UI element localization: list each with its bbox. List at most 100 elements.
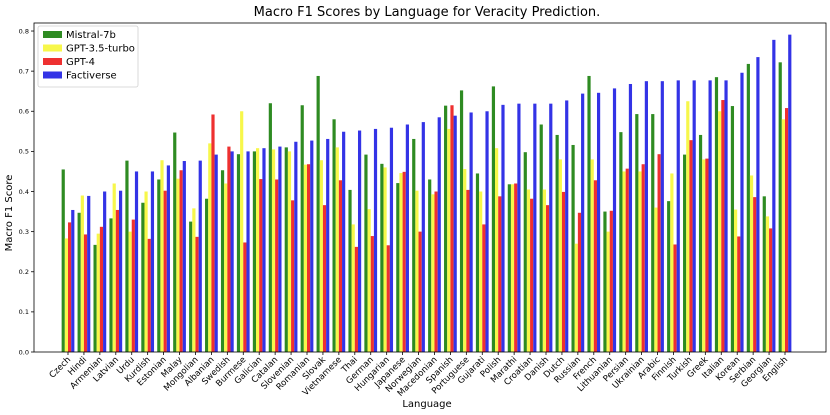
bar-gpt-3-5-turbo-slovak <box>319 160 323 352</box>
bar-gpt-3-5-turbo-polish <box>495 148 499 352</box>
bar-factiverse-romanian <box>310 140 314 352</box>
bar-gpt-4-lithuanian <box>609 210 613 352</box>
bar-gpt-3-5-turbo-marathi <box>510 184 515 352</box>
bar-gpt-3-5-turbo-czech <box>64 238 68 352</box>
bar-gpt-4-vietnamese <box>338 180 343 352</box>
bar-gpt-3-5-turbo-romanian <box>303 164 307 352</box>
bar-mistral-7b-slovak <box>316 75 320 353</box>
bar-gpt-3-5-turbo-slovenian <box>287 151 292 352</box>
bar-gpt-3-5-turbo-greek <box>702 159 706 352</box>
bar-gpt-3-5-turbo-kurdish <box>144 191 148 352</box>
bar-gpt-4-turkish <box>689 140 693 352</box>
bar-factiverse-polish <box>501 104 505 352</box>
bar-gpt-3-5-turbo-mongolian <box>192 208 196 352</box>
bar-gpt-4-marathi <box>514 183 518 352</box>
bar-gpt-4-czech <box>68 222 72 352</box>
bar-gpt-3-5-turbo-ukrainian <box>638 171 642 352</box>
bar-mistral-7b-gujarati <box>475 173 480 352</box>
bar-gpt-4-albanian <box>211 114 215 352</box>
y-axis-title: Macro F1 Score <box>4 175 15 252</box>
bar-factiverse-ukrainian <box>644 81 648 353</box>
bar-mistral-7b-georgian <box>762 196 766 352</box>
y-tick-label: 0.0 <box>19 348 29 356</box>
bar-mistral-7b-czech <box>61 169 65 352</box>
bar-factiverse-slovenian <box>294 141 298 352</box>
bars-layer <box>61 34 792 353</box>
bar-gpt-3-5-turbo-turkish <box>686 101 690 353</box>
chart-title: Macro F1 Scores by Language for Veracity… <box>254 5 601 20</box>
bar-mistral-7b-macedonian <box>428 179 432 352</box>
bar-mistral-7b-estonian <box>157 179 161 352</box>
bar-factiverse-slovak <box>326 138 330 352</box>
bar-gpt-3-5-turbo-malay <box>176 178 180 352</box>
bar-mistral-7b-dutch <box>555 134 559 352</box>
bar-mistral-7b-persian <box>619 132 623 352</box>
bar-gpt-4-thai <box>354 246 358 352</box>
bar-mistral-7b-finnish <box>667 201 671 352</box>
bar-gpt-4-french <box>593 180 597 352</box>
bar-factiverse-norwegian <box>421 122 425 352</box>
bar-mistral-7b-hindi <box>77 212 81 352</box>
y-tick-label: 0.3 <box>19 228 29 236</box>
bar-gpt-3-5-turbo-hindi <box>80 195 84 352</box>
bar-mistral-7b-croatian <box>523 152 527 352</box>
bar-gpt-4-slovenian <box>291 200 295 352</box>
bar-mistral-7b-latvian <box>109 218 113 352</box>
bar-gpt-4-burmese <box>243 242 247 352</box>
bar-factiverse-kurdish <box>150 171 155 352</box>
bar-mistral-7b-mongolian <box>189 221 193 352</box>
legend-label-factiverse: Factiverse <box>66 71 117 82</box>
bar-gpt-4-armenian <box>99 226 104 352</box>
bar-gpt-3-5-turbo-macedonian <box>431 194 435 352</box>
x-axis-title: Language <box>402 399 451 410</box>
bar-gpt-4-galician <box>259 179 263 352</box>
bar-factiverse-german <box>373 128 378 352</box>
bar-gpt-4-georgian <box>769 228 773 352</box>
bar-mistral-7b-french <box>587 75 591 353</box>
legend-swatch-gpt-4 <box>43 58 62 65</box>
bar-gpt-3-5-turbo-galician <box>256 148 260 352</box>
bar-factiverse-thai <box>357 130 362 352</box>
bar-mistral-7b-arabic <box>651 114 655 352</box>
bar-gpt-3-5-turbo-german <box>367 209 371 352</box>
bar-gpt-4-german <box>370 236 374 352</box>
bar-gpt-4-urdu <box>131 219 135 352</box>
bar-mistral-7b-armenian <box>93 244 97 352</box>
bar-gpt-3-5-turbo-persian <box>622 171 626 352</box>
bar-factiverse-georgian <box>772 39 776 352</box>
bar-factiverse-danish <box>549 103 553 353</box>
bar-gpt-3-5-turbo-latvian <box>112 183 116 352</box>
bar-factiverse-hindi <box>87 195 91 352</box>
bar-factiverse-italian <box>724 80 728 353</box>
bar-gpt-3-5-turbo-vietnamese <box>335 147 339 352</box>
y-tick-label: 0.4 <box>19 188 29 196</box>
bar-gpt-3-5-turbo-hungarian <box>383 167 387 352</box>
bar-factiverse-japanese <box>405 124 409 352</box>
bar-gpt-3-5-turbo-burmese <box>240 111 244 353</box>
legend-label-mistral-7b: Mistral-7b <box>66 30 116 41</box>
y-tick-label: 0.5 <box>19 148 29 156</box>
bar-mistral-7b-turkish <box>683 154 687 352</box>
bar-gpt-3-5-turbo-korean <box>734 209 738 352</box>
bar-mistral-7b-lithuanian <box>603 211 607 352</box>
bar-gpt-4-romanian <box>307 164 311 352</box>
bar-factiverse-macedonian <box>437 117 441 352</box>
bar-gpt-4-persian <box>625 168 629 352</box>
bar-gpt-4-slovak <box>322 205 327 352</box>
bar-mistral-7b-english <box>778 62 782 352</box>
bar-factiverse-catalan <box>278 146 282 352</box>
bar-mistral-7b-russian <box>571 144 575 352</box>
bar-factiverse-arabic <box>660 81 664 353</box>
bar-mistral-7b-burmese <box>236 154 241 352</box>
bar-gpt-3-5-turbo-french <box>590 159 594 352</box>
bar-gpt-4-latvian <box>115 209 119 352</box>
bar-gpt-3-5-turbo-italian <box>718 111 722 353</box>
bar-gpt-3-5-turbo-catalan <box>271 149 276 352</box>
bar-mistral-7b-ukrainian <box>635 114 639 352</box>
bar-factiverse-turkish <box>692 80 696 353</box>
bar-gpt-4-mongolian <box>195 236 199 352</box>
bar-gpt-3-5-turbo-croatian <box>526 189 531 352</box>
x-axis: CzechHindiArmenianLatvianUrduKurdishEsto… <box>48 352 790 399</box>
